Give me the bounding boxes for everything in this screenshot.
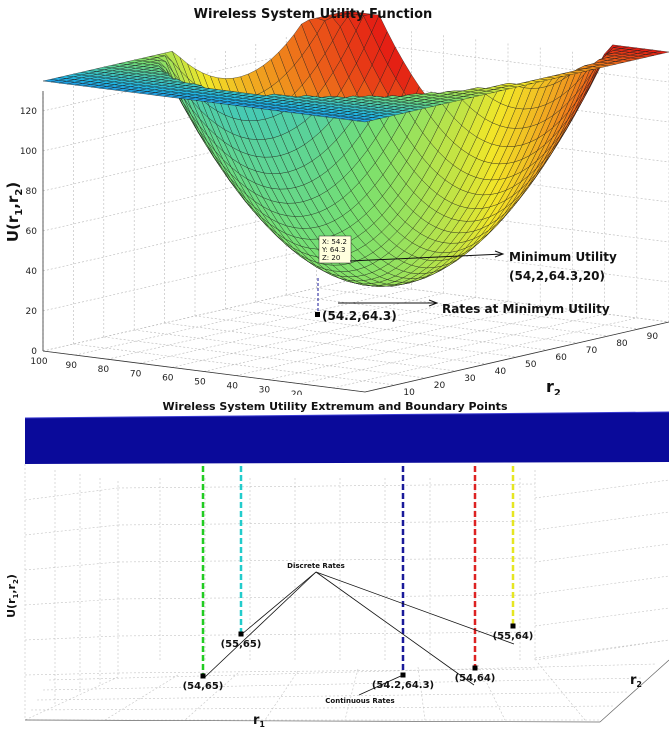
r1-axis: [42, 350, 366, 393]
grid-line: [534, 543, 669, 563]
bottom-chart-title: Wireless System Utility Extremum and Bou…: [162, 400, 507, 413]
discrete-rates-arrows: [204, 571, 515, 696]
grid-line: [117, 483, 536, 489]
extremum-point-label: (54,65): [183, 681, 224, 692]
rates-point-marker: [315, 312, 320, 317]
grid-line: [24, 672, 119, 676]
bottom-z-axis-label: U(r1,r2): [5, 574, 20, 618]
r1-tick-label: 90: [65, 361, 77, 371]
extremum-point-label: (55,65): [221, 639, 262, 650]
grid-line: [36, 691, 629, 701]
grid-line: [24, 676, 119, 721]
extremum-point-label: (54,64): [455, 673, 496, 684]
chart-3d-extremum: Wireless System Utility Extremum and Bou…: [5, 400, 669, 729]
r1-tick-label: 60: [162, 373, 174, 383]
r1-tick-label: 100: [30, 357, 47, 367]
y-axis-label: r2: [546, 377, 561, 399]
z-tick-label: 0: [31, 347, 37, 357]
grid-line: [534, 607, 669, 627]
grid-line: [534, 479, 669, 499]
grid-line: [537, 662, 586, 721]
extremum-marker: [510, 623, 516, 629]
discrete-rates-label: Discrete Rates: [287, 562, 345, 570]
r2-tick-label: 30: [464, 374, 476, 384]
r2-tick-label: 40: [495, 367, 507, 377]
extremum-point-label: (54.2,64.3): [372, 680, 434, 691]
minimum-arrow-head: [494, 250, 505, 258]
grid-line: [104, 674, 179, 721]
grid-line: [264, 670, 299, 721]
datatip-z: Z: 20: [322, 254, 340, 262]
r2-tick-label: 60: [555, 353, 567, 363]
r2-axis: [599, 659, 669, 723]
grid-line: [117, 557, 536, 563]
bottom-x-axis-label: r1: [253, 713, 265, 729]
rates-arrow-head: [428, 299, 439, 307]
extremum-points: (54,65) (55,65) (54.2,64.3) (54,64) (55,64): [183, 466, 534, 692]
minimum-arrow: [349, 253, 504, 262]
r2-tick-label: 80: [616, 339, 628, 349]
extremum-marker: [238, 631, 244, 637]
surface-patch: [356, 119, 373, 123]
grid-line: [42, 677, 643, 691]
bottom-grid-lines: [24, 464, 669, 723]
r2-tick-label: 50: [525, 360, 537, 370]
grid-line: [24, 561, 119, 571]
grid-line: [117, 520, 536, 526]
grid-line: [24, 487, 119, 501]
z-tick-label: 20: [26, 307, 38, 317]
grid-line: [534, 575, 669, 595]
r2-tick-label: 70: [586, 346, 598, 356]
grid-line: [417, 666, 426, 721]
grid-line: [30, 705, 615, 711]
z-tick-label: 40: [26, 267, 38, 277]
r1-tick-label: 30: [259, 386, 271, 396]
grid-line: [117, 668, 536, 674]
bottom-y-axis-label: r2: [630, 673, 642, 689]
grid-line: [48, 663, 657, 681]
chart-title: Wireless System Utility Function: [194, 7, 433, 22]
datatip-x: X: 54.2: [322, 238, 347, 246]
bottom-surface-band: [25, 412, 669, 464]
extremum-marker: [200, 673, 206, 679]
chart-3d-surface: 0 20 40 60 80 100 120 100 90 80 70 60 50 40 30 20 10 20 30…: [4, 7, 669, 400]
r1-tick-label: 40: [226, 382, 238, 392]
grid-line: [534, 639, 669, 659]
r2-tick-label: 90: [647, 332, 659, 342]
minimum-value-label: (54,2,64.3,20): [509, 269, 605, 283]
extremum-marker: [472, 665, 478, 671]
z-tick-label: 100: [20, 147, 37, 157]
r1-tick-label: 80: [98, 365, 110, 375]
grid-line: [24, 524, 119, 536]
r2-tick-label: 10: [403, 388, 415, 398]
grid-line: [534, 639, 669, 661]
r1-axis: [24, 719, 601, 723]
surface-band-edge: [24, 411, 669, 419]
rates-point-label: (54.2,64.3): [322, 309, 397, 323]
z-tick-label: 60: [26, 227, 38, 237]
grid-line: [117, 594, 536, 600]
z-tick-label: 120: [20, 107, 37, 117]
top-tick-labels: 0 20 40 60 80 100 120 100 90 80 70 60 50 40 30 20 10 20 30…: [20, 107, 659, 400]
utility-surface: [42, 10, 669, 287]
continuous-rates-label: Continuous Rates: [325, 697, 394, 705]
r2-tick-label: 20: [434, 381, 446, 391]
datatip-y: Y: 64.3: [321, 246, 346, 254]
grid-line: [344, 668, 359, 721]
r2-axis: [364, 321, 669, 393]
z-axis-label: U(r1,r2): [4, 182, 25, 242]
r1-tick-label: 70: [130, 369, 142, 379]
grid-line: [117, 631, 536, 637]
minimum-label: Minimum Utility: [509, 250, 617, 264]
minimum-datatip: X: 54.2 Y: 64.3 Z: 20: [318, 235, 352, 264]
grid-line: [24, 598, 119, 606]
grid-line: [534, 511, 669, 531]
r1-tick-label: 20: [291, 390, 303, 400]
grid-line: [24, 635, 119, 641]
rates-label: Rates at Minimym Utility: [442, 302, 610, 316]
z-tick-label: 80: [26, 187, 38, 197]
extremum-point-label: (55,64): [493, 631, 534, 642]
r1-tick-label: 50: [194, 378, 206, 388]
